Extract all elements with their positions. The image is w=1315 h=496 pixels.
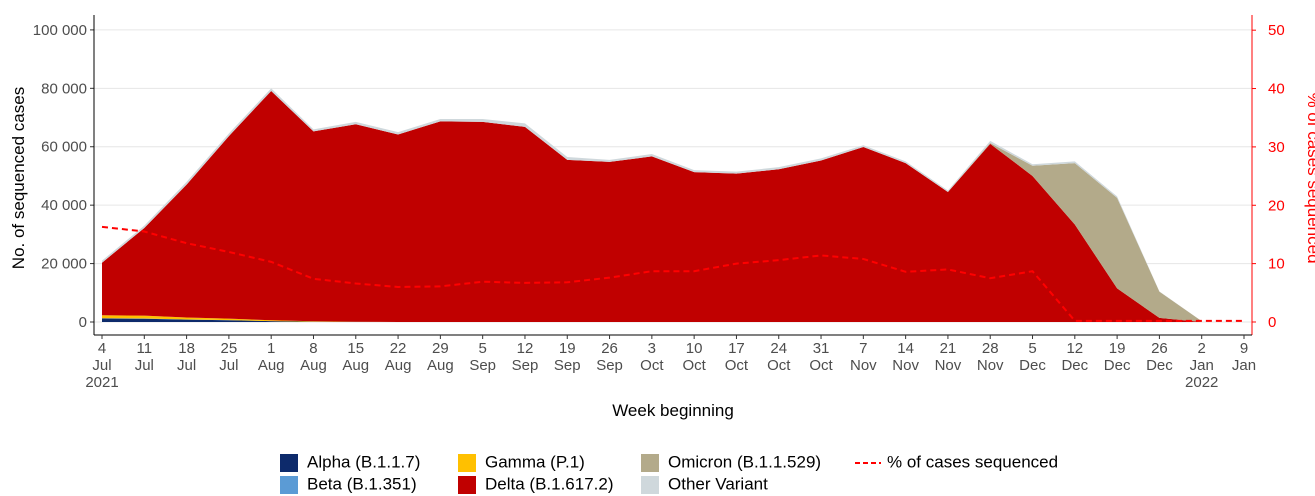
- y-tick-label: 20 000: [41, 256, 87, 273]
- legend-swatch: [641, 454, 659, 472]
- x-tick-label: 8 Aug: [300, 340, 327, 374]
- x-tick-label: 9 Jan: [1232, 340, 1256, 374]
- y2-tick-label: 50: [1268, 22, 1285, 39]
- y2-tick-label: 0: [1268, 314, 1276, 331]
- legend-swatch: [458, 476, 476, 494]
- x-tick-label: 26 Dec: [1146, 340, 1173, 374]
- x-tick-label: 15 Aug: [342, 340, 369, 374]
- y-tick-label: 60 000: [41, 139, 87, 156]
- x-tick-label: 3 Oct: [640, 340, 664, 374]
- x-tick-label: 26 Sep: [596, 340, 623, 374]
- legend-swatch: [458, 454, 476, 472]
- x-tick-label: 7 Nov: [850, 340, 877, 374]
- x-tick-label: 21 Nov: [935, 340, 962, 374]
- x-tick-label: 4 Jul 2021: [85, 340, 118, 391]
- legend-label: Other Variant: [668, 474, 768, 493]
- x-tick-label: 22 Aug: [385, 340, 412, 374]
- x-tick-label: 12 Dec: [1061, 340, 1088, 374]
- x-tick-label: 19 Sep: [554, 340, 581, 374]
- y-tick-label: 0: [79, 314, 87, 331]
- legend-swatch: [280, 476, 298, 494]
- legend-swatch: [641, 476, 659, 494]
- x-tick-label: 11 Jul: [135, 340, 154, 374]
- legend-label: Gamma (P.1): [485, 452, 585, 471]
- x-tick-label: 12 Sep: [512, 340, 539, 374]
- legend-label: Omicron (B.1.1.529): [668, 452, 821, 471]
- y2-tick-label: 30: [1268, 139, 1285, 156]
- legend-label: Alpha (B.1.1.7): [307, 452, 420, 471]
- legend-label: Delta (B.1.617.2): [485, 474, 614, 493]
- legend-label: Beta (B.1.351): [307, 474, 417, 493]
- x-tick-label: 5 Sep: [469, 340, 496, 374]
- x-tick-label: 29 Aug: [427, 340, 454, 374]
- y2-tick-label: 20: [1268, 197, 1285, 214]
- x-tick-label: 5 Dec: [1019, 340, 1046, 374]
- y2-tick-label: 10: [1268, 256, 1285, 273]
- legend-label: % of cases sequenced: [887, 452, 1058, 471]
- x-tick-label: 1 Aug: [258, 340, 285, 374]
- percent-line: [101, 225, 1244, 322]
- x-tick-label: 19 Dec: [1104, 340, 1131, 374]
- y-tick-label: 100 000: [33, 22, 87, 39]
- y-tick-label: 40 000: [41, 197, 87, 214]
- axes: 0 20 000 40 000 60 000 80 000 100 000 0 10 20 30 4…: [33, 15, 1285, 391]
- legend-swatch: [280, 454, 298, 472]
- x-tick-label: 2 Jan 2022: [1185, 340, 1218, 391]
- y2-tick-label: 40: [1268, 81, 1285, 98]
- areas: [102, 88, 1202, 323]
- x-tick-label: 25 Jul: [219, 340, 238, 374]
- x-tick-label: 14 Nov: [892, 340, 919, 374]
- x-tick-label: 31 Oct: [809, 340, 833, 374]
- y-tick-label: 80 000: [41, 80, 87, 97]
- x-tick-label: 10 Oct: [682, 340, 706, 374]
- x-tick-label: 24 Oct: [767, 340, 791, 374]
- x-tick-label: 17 Oct: [725, 340, 749, 374]
- area: [102, 318, 1202, 323]
- y-axis-title: No. of sequenced cases: [9, 87, 28, 269]
- x-axis-title: Week beginning: [612, 401, 734, 420]
- x-tick-label: 18 Jul: [177, 340, 196, 374]
- x-tick-label: 28 Nov: [977, 340, 1004, 374]
- y2-axis-title: % of cases sequenced: [1304, 92, 1315, 263]
- area: [102, 90, 1202, 323]
